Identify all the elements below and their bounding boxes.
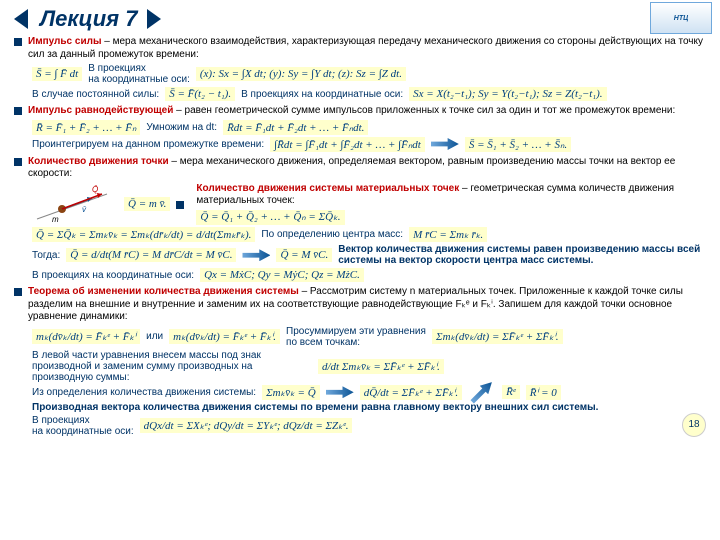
section-theorem: Теорема об изменении количества движения…: [14, 286, 706, 324]
theorem-result: Производная вектора количества движения …: [32, 402, 598, 413]
int-label: Проинтегрируем на данном промежутке врем…: [32, 139, 264, 150]
term-theorem: Теорема об изменении количества движения…: [28, 286, 299, 297]
logo: НТЦ: [650, 2, 712, 34]
formula-s1-4: Sx = X(t₂−t₁); Sy = Y(t₂−t₁); Sz = Z(t₂−…: [409, 87, 606, 101]
formula-s3-1: Q̄ = m v̄.: [124, 197, 170, 211]
formula-s4-5: Σmₖv̄ₖ = Q̄: [262, 385, 320, 400]
bullet-icon: [14, 107, 22, 115]
formula-s3-6: Q̄ = M v̄C.: [276, 248, 332, 262]
def-label: Из определения количества движения систе…: [32, 387, 256, 398]
formula-s4-6: dQ̄/dt = ΣF̄ₖᵉ + ΣF̄ₖⁱ.: [360, 385, 462, 400]
term-impulse: Импульс силы: [28, 36, 102, 47]
formula-s3-2: Q̄ = Q̄₁ + Q̄₂ + … + Q̄ₙ = ΣQ̄ₖ.: [196, 210, 344, 226]
formula-s4-9: dQx/dt = ΣXₖᵉ; dQy/dt = ΣYₖᵉ; dQz/dt = Σ…: [140, 418, 353, 433]
formula-s1-1: S̄ = ∫ F̄ dt: [32, 67, 82, 81]
formula-s4-3: Σmₖ(dv̄ₖ/dt) = ΣF̄ₖᵉ + ΣF̄ₖⁱ.: [432, 329, 563, 344]
proj-label-4: В проекциях на координатные оси:: [32, 415, 134, 437]
svg-text:v̄: v̄: [82, 205, 87, 214]
formula-s4-4: d/dt Σmₖv̄ₖ = ΣF̄ₖᵉ + ΣF̄ₖⁱ.: [318, 359, 444, 374]
formula-s4-7: R̄ᵉ: [502, 385, 520, 399]
formula-s3-4: M r̄C = Σmₖ r̄ₖ.: [409, 227, 487, 242]
system-momentum-note: Вектор количества движения системы равен…: [338, 244, 706, 266]
proj-label-2: В проекциях на координатные оси:: [241, 89, 403, 100]
formula-s2-3: ∫R̄dt = ∫F̄₁dt + ∫F̄₂dt + … + ∫F̄ₙdt: [270, 137, 425, 152]
lecture-title: Лекция 7: [40, 6, 137, 32]
formula-s3-5: Q̄ = d/dt(M r̄C) = M dr̄C/dt = M v̄C.: [66, 248, 236, 262]
section-impulse-force: Импульс силы – мера механического взаимо…: [14, 36, 706, 61]
formula-s2-4: S̄ = S̄₁ + S̄₂ + … + S̄ₙ.: [465, 137, 571, 152]
prev-icon[interactable]: [14, 9, 28, 29]
const-force-label: В случае постоянной силы:: [32, 89, 159, 100]
term-system-momentum: Количество движения системы материальных…: [196, 183, 459, 194]
formula-s4-2: mₖ(dv̄ₖ/dt) = F̄ₖᵉ + F̄ₖⁱ.: [169, 329, 280, 344]
section-momentum-point: Количество движения точки – мера механич…: [14, 156, 706, 181]
bullet-icon: [14, 38, 22, 46]
formula-s1-2: (x): Sx = ∫X dt; (y): Sy = ∫Y dt; (z): S…: [196, 67, 406, 81]
mul-label: Умножим на dt:: [146, 122, 217, 133]
text-s1: – мера механического взаимодействия, хар…: [28, 36, 703, 60]
text-s2: – равен геометрической сумме импульсов п…: [173, 105, 675, 116]
svg-text:Q̄: Q̄: [92, 185, 98, 194]
left-label: В левой части уравнения внесем массы под…: [32, 350, 312, 383]
formula-s4-8: R̄ⁱ = 0: [526, 385, 561, 400]
formula-s1-3: S̄ = F̄(t₂ − t₁).: [165, 87, 235, 101]
arrow-icon: [326, 386, 354, 398]
formula-s3-7: Qx = MẋC; Qy = MẏC; Qz = MżC.: [200, 268, 364, 282]
arrow-icon: [431, 138, 459, 150]
proj-label-1: В проекциях на координатные оси:: [88, 63, 190, 85]
term-resultant: Импульс равнодействующей: [28, 105, 173, 116]
or-label: или: [146, 331, 163, 342]
formula-s2-2: R̄dt = F̄₁dt + F̄₂dt + … + F̄ₙdt.: [223, 120, 368, 135]
bullet-icon: [14, 158, 22, 166]
arrow-icon: [242, 249, 270, 261]
svg-text:m: m: [52, 215, 59, 224]
momentum-diagram: m v̄ Q̄: [32, 184, 112, 224]
formula-s4-1: mₖ(dv̄ₖ/dt) = F̄ₖᵉ + F̄ₖⁱ: [32, 329, 140, 344]
bullet-icon: [176, 201, 184, 209]
then-label: Тогда:: [32, 250, 60, 261]
title-row: Лекция 7: [14, 6, 706, 32]
sum-label: Просуммируем эти уравнения по всем точка…: [286, 326, 426, 348]
com-label: По определению центра масс:: [261, 229, 403, 240]
formula-s2-1: R̄ = F̄₁ + F̄₂ + … + F̄ₙ: [32, 120, 140, 135]
section-resultant: Импульс равнодействующей – равен геометр…: [14, 105, 706, 118]
proj-label-3: В проекциях на координатные оси:: [32, 270, 194, 281]
term-momentum: Количество движения точки: [28, 156, 169, 167]
bullet-icon: [14, 288, 22, 296]
next-icon[interactable]: [147, 9, 161, 29]
formula-s3-3: Q̄ = ΣQ̄ₖ = Σmₖv̄ₖ = Σmₖ(dr̄ₖ/dt) = d/dt…: [32, 227, 255, 242]
page-number: 18: [682, 413, 706, 437]
